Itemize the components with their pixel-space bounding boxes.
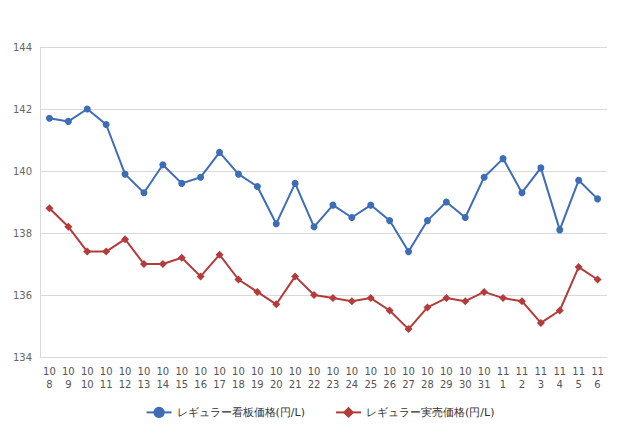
svg-text:10: 10 xyxy=(251,366,264,377)
svg-text:17: 17 xyxy=(213,379,226,390)
svg-text:5: 5 xyxy=(575,379,581,390)
svg-text:10: 10 xyxy=(81,366,94,377)
svg-text:11: 11 xyxy=(497,366,510,377)
svg-text:134: 134 xyxy=(13,352,32,363)
svg-text:16: 16 xyxy=(194,379,207,390)
svg-text:140: 140 xyxy=(13,166,32,177)
svg-text:2: 2 xyxy=(519,379,525,390)
svg-text:10: 10 xyxy=(232,366,245,377)
svg-text:11: 11 xyxy=(516,366,529,377)
svg-text:10: 10 xyxy=(364,366,377,377)
svg-text:24: 24 xyxy=(345,379,358,390)
svg-text:8: 8 xyxy=(46,379,52,390)
svg-text:144: 144 xyxy=(13,42,32,53)
svg-text:4: 4 xyxy=(557,379,563,390)
svg-text:10: 10 xyxy=(383,366,396,377)
svg-text:28: 28 xyxy=(421,379,434,390)
svg-text:10: 10 xyxy=(138,366,151,377)
svg-text:10: 10 xyxy=(440,366,453,377)
svg-text:18: 18 xyxy=(232,379,245,390)
svg-text:レギュラー実売価格(円/L): レギュラー実売価格(円/L) xyxy=(366,406,494,419)
svg-text:11: 11 xyxy=(591,366,604,377)
svg-text:10: 10 xyxy=(327,366,340,377)
svg-text:10: 10 xyxy=(421,366,434,377)
svg-text:31: 31 xyxy=(478,379,491,390)
svg-text:10: 10 xyxy=(213,366,226,377)
svg-text:3: 3 xyxy=(538,379,544,390)
svg-text:10: 10 xyxy=(100,366,113,377)
svg-text:29: 29 xyxy=(440,379,453,390)
svg-text:25: 25 xyxy=(364,379,377,390)
svg-text:23: 23 xyxy=(327,379,340,390)
svg-text:11: 11 xyxy=(534,366,547,377)
svg-text:22: 22 xyxy=(308,379,321,390)
svg-text:20: 20 xyxy=(270,379,283,390)
svg-text:10: 10 xyxy=(194,366,207,377)
svg-text:30: 30 xyxy=(459,379,472,390)
svg-text:11: 11 xyxy=(553,366,566,377)
svg-text:10: 10 xyxy=(289,366,302,377)
svg-text:27: 27 xyxy=(402,379,415,390)
svg-text:10: 10 xyxy=(175,366,188,377)
svg-text:10: 10 xyxy=(81,379,94,390)
svg-text:10: 10 xyxy=(402,366,415,377)
svg-text:10: 10 xyxy=(459,366,472,377)
svg-text:21: 21 xyxy=(289,379,302,390)
svg-text:10: 10 xyxy=(156,366,169,377)
svg-text:10: 10 xyxy=(345,366,358,377)
svg-text:12: 12 xyxy=(119,379,132,390)
svg-text:1: 1 xyxy=(500,379,506,390)
svg-text:11: 11 xyxy=(100,379,113,390)
svg-text:14: 14 xyxy=(156,379,169,390)
svg-text:15: 15 xyxy=(175,379,188,390)
svg-text:10: 10 xyxy=(62,366,75,377)
svg-text:10: 10 xyxy=(270,366,283,377)
svg-text:レギュラー看板価格(円/L): レギュラー看板価格(円/L) xyxy=(177,406,305,419)
svg-text:142: 142 xyxy=(13,104,32,115)
svg-text:10: 10 xyxy=(119,366,132,377)
svg-text:10: 10 xyxy=(308,366,321,377)
svg-text:136: 136 xyxy=(13,290,32,301)
svg-text:10: 10 xyxy=(43,366,56,377)
svg-text:13: 13 xyxy=(138,379,151,390)
svg-text:26: 26 xyxy=(383,379,396,390)
svg-text:138: 138 xyxy=(13,228,32,239)
svg-text:19: 19 xyxy=(251,379,264,390)
svg-text:9: 9 xyxy=(65,379,71,390)
svg-text:11: 11 xyxy=(572,366,585,377)
svg-text:10: 10 xyxy=(478,366,491,377)
svg-text:6: 6 xyxy=(594,379,600,390)
